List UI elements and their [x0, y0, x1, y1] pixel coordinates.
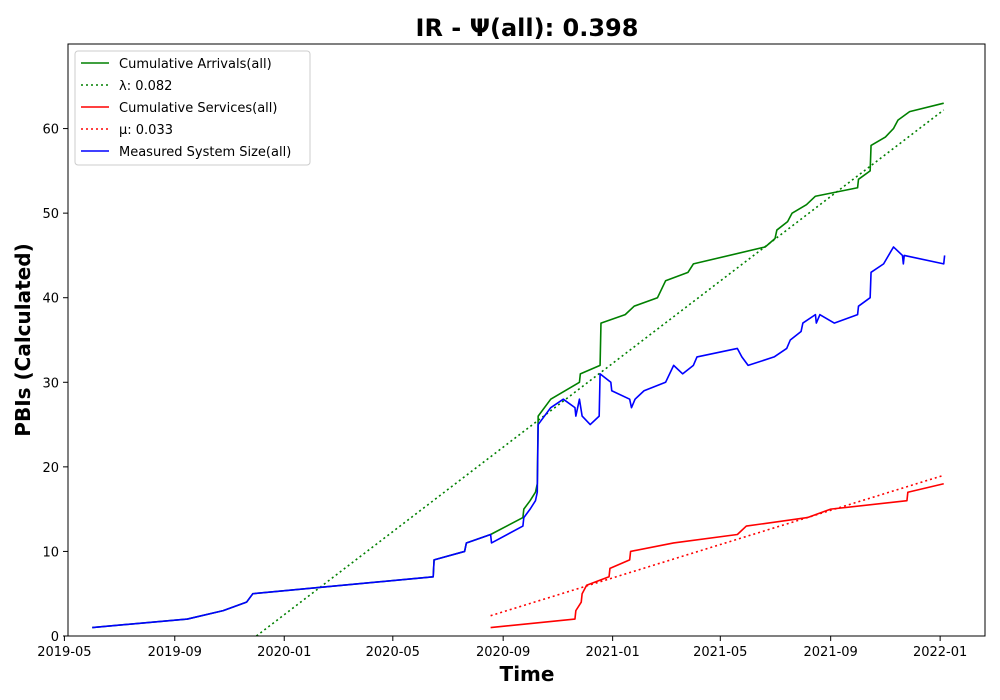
x-tick-label: 2019-05 [37, 645, 91, 660]
x-tick-label: 2020-05 [366, 645, 420, 660]
series-group [92, 102, 946, 636]
x-tick-label: 2020-09 [476, 645, 530, 660]
legend-label-1: λ: 0.082 [119, 79, 172, 94]
y-tick-label: 60 [42, 123, 59, 138]
chart-title: IR - Ψ(all): 0.398 [416, 14, 639, 42]
y-axis: 0 10 20 30 40 50 60 [42, 123, 68, 645]
y-tick-label: 40 [42, 292, 59, 307]
legend-label-3: μ: 0.033 [119, 123, 173, 138]
y-tick-label: 50 [42, 207, 59, 222]
legend-label-4: Measured System Size(all) [119, 145, 291, 160]
series-line-3 [490, 474, 944, 617]
x-tick-label: 2020-01 [257, 645, 311, 660]
x-tick-label: 2019-09 [148, 645, 202, 660]
legend: Cumulative Arrivals(all) λ: 0.082 Cumulati… [74, 50, 311, 166]
y-tick-label: 20 [42, 461, 59, 476]
plot-area [67, 43, 986, 637]
legend-label-0: Cumulative Arrivals(all) [119, 57, 272, 72]
x-tick-label: 2021-01 [585, 645, 639, 660]
x-axis-label: Time [500, 662, 555, 686]
x-axis: 2019-05 2019-09 2020-01 2020-05 2020-09 2021-… [37, 636, 967, 660]
x-tick-label: 2021-05 [693, 645, 747, 660]
y-tick-label: 10 [42, 545, 59, 560]
legend-label-2: Cumulative Services(all) [119, 101, 277, 116]
series-line-1 [255, 109, 945, 636]
x-tick-label: 2021-09 [804, 645, 858, 660]
y-tick-label: 30 [42, 376, 59, 391]
series-line-4 [92, 246, 946, 629]
series-line-2 [490, 482, 944, 629]
legend-box [74, 50, 311, 166]
plot-frame [67, 43, 986, 637]
x-tick-label: 2022-01 [913, 645, 967, 660]
series-line-0 [92, 102, 944, 629]
y-tick-label: 0 [51, 630, 59, 645]
y-axis-label: PBIs (Calculated) [11, 243, 35, 436]
